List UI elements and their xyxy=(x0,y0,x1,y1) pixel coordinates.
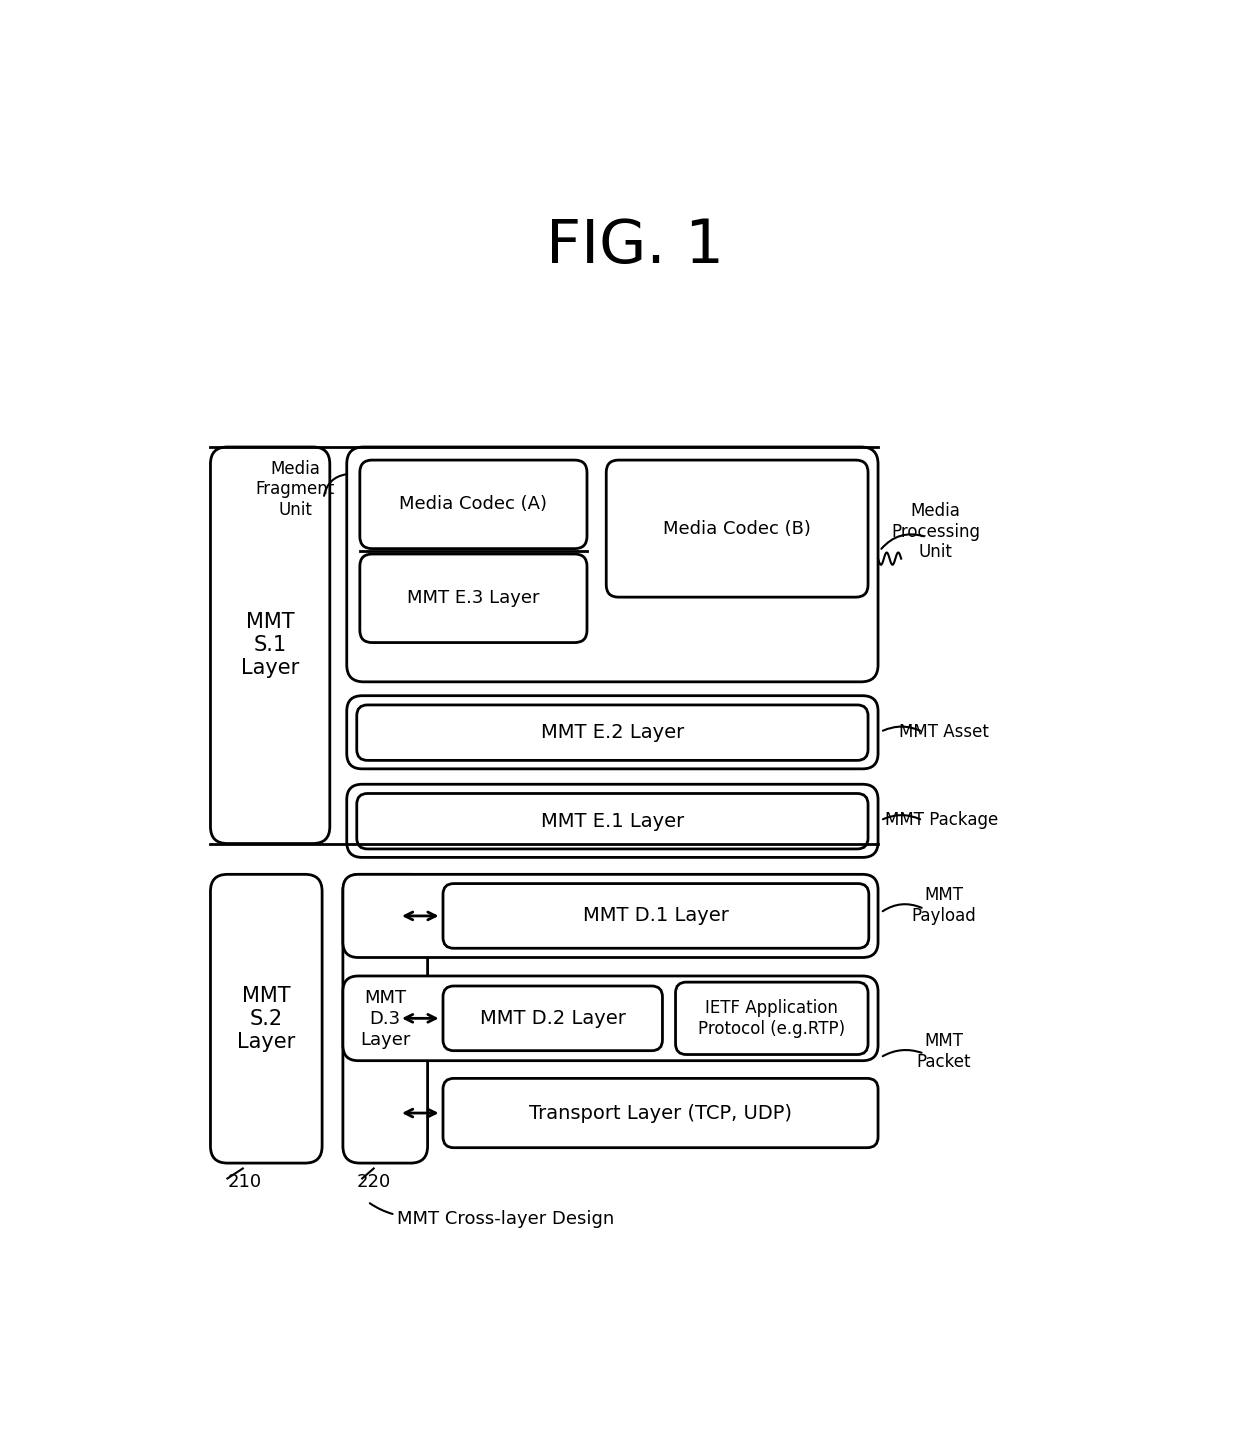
FancyBboxPatch shape xyxy=(676,983,868,1055)
Text: MMT D.1 Layer: MMT D.1 Layer xyxy=(583,906,729,926)
FancyBboxPatch shape xyxy=(211,874,322,1163)
FancyBboxPatch shape xyxy=(360,460,587,548)
Text: Transport Layer (TCP, UDP): Transport Layer (TCP, UDP) xyxy=(529,1104,792,1123)
FancyBboxPatch shape xyxy=(443,985,662,1051)
FancyBboxPatch shape xyxy=(347,784,878,858)
Text: 210: 210 xyxy=(227,1174,262,1191)
FancyBboxPatch shape xyxy=(347,447,878,682)
Text: MMT Asset: MMT Asset xyxy=(899,724,988,741)
FancyBboxPatch shape xyxy=(343,874,428,1163)
Text: MMT E.2 Layer: MMT E.2 Layer xyxy=(541,724,684,742)
Text: MMT
S.2
Layer: MMT S.2 Layer xyxy=(237,985,295,1052)
Text: FIG. 1: FIG. 1 xyxy=(547,217,724,276)
Text: MMT
D.3
Layer: MMT D.3 Layer xyxy=(360,988,410,1049)
Text: MMT Package: MMT Package xyxy=(885,812,998,829)
Text: MMT E.1 Layer: MMT E.1 Layer xyxy=(541,812,684,831)
FancyBboxPatch shape xyxy=(443,884,869,948)
Text: MMT
S.1
Layer: MMT S.1 Layer xyxy=(241,612,299,679)
Text: MMT D.2 Layer: MMT D.2 Layer xyxy=(480,1009,626,1027)
FancyBboxPatch shape xyxy=(443,1078,878,1147)
Text: IETF Application
Protocol (e.g.RTP): IETF Application Protocol (e.g.RTP) xyxy=(698,998,846,1037)
Text: Media
Fragment
Unit: Media Fragment Unit xyxy=(255,460,335,519)
Text: Media Codec (A): Media Codec (A) xyxy=(399,495,547,514)
Text: 220: 220 xyxy=(357,1174,391,1191)
Text: MMT
Packet: MMT Packet xyxy=(916,1032,971,1071)
FancyBboxPatch shape xyxy=(360,554,587,642)
Text: Media
Processing
Unit: Media Processing Unit xyxy=(892,502,981,561)
FancyBboxPatch shape xyxy=(343,975,878,1061)
Text: MMT Cross-layer Design: MMT Cross-layer Design xyxy=(397,1210,614,1229)
Text: MMT
Payload: MMT Payload xyxy=(911,886,976,925)
Text: MMT E.3 Layer: MMT E.3 Layer xyxy=(407,589,539,608)
FancyBboxPatch shape xyxy=(357,793,868,849)
FancyBboxPatch shape xyxy=(211,447,330,844)
FancyBboxPatch shape xyxy=(606,460,868,598)
Text: Media Codec (B): Media Codec (B) xyxy=(663,519,811,538)
FancyBboxPatch shape xyxy=(357,705,868,760)
FancyBboxPatch shape xyxy=(343,874,878,958)
FancyBboxPatch shape xyxy=(347,696,878,768)
